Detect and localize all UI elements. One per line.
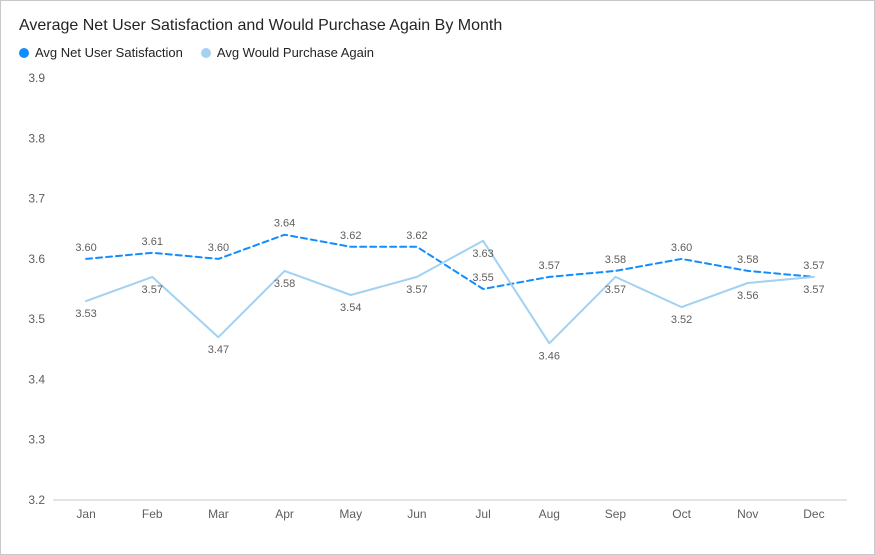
x-tick-label: Jun: [407, 507, 426, 521]
data-label-would_purchase_again: 3.57: [605, 284, 626, 296]
data-label-would_purchase_again: 3.46: [539, 350, 560, 362]
data-label-net_user_satisfaction: 3.58: [605, 254, 626, 266]
data-label-net_user_satisfaction: 3.58: [737, 254, 758, 266]
y-tick-label: 3.2: [28, 493, 45, 507]
data-label-net_user_satisfaction: 3.57: [539, 260, 560, 272]
data-label-net_user_satisfaction: 3.64: [274, 218, 295, 230]
x-tick-label: Apr: [275, 507, 294, 521]
data-label-would_purchase_again: 3.57: [142, 284, 163, 296]
y-tick-label: 3.3: [28, 433, 45, 447]
data-label-would_purchase_again: 3.57: [406, 284, 427, 296]
data-label-would_purchase_again: 3.57: [803, 284, 824, 296]
data-label-net_user_satisfaction: 3.60: [75, 242, 96, 254]
chart-svg: 3.2 3.3 3.4 3.5 3.6 3.7 3.8 3.9 Jan Feb Mar Apr May J…: [19, 68, 857, 528]
data-label-net_user_satisfaction: 3.60: [671, 242, 692, 254]
chart-title: Average Net User Satisfaction and Would …: [19, 17, 856, 35]
data-label-would_purchase_again: 3.63: [472, 248, 493, 260]
data-label-net_user_satisfaction: 3.62: [406, 230, 427, 242]
y-tick-label: 3.4: [28, 372, 45, 386]
x-tick-label: Mar: [208, 507, 229, 521]
x-tick-label: May: [339, 507, 362, 521]
data-label-would_purchase_again: 3.58: [274, 278, 295, 290]
x-tick-label: Jul: [475, 507, 490, 521]
y-tick-label: 3.9: [28, 71, 45, 85]
x-tick-label: Nov: [737, 507, 758, 521]
chart-container: Average Net User Satisfaction and Would …: [0, 0, 875, 555]
x-tick-label: Oct: [672, 507, 691, 521]
x-tick-label: Sep: [605, 507, 627, 521]
chart-legend: Avg Net User Satisfaction Avg Would Purch…: [19, 45, 856, 60]
data-label-net_user_satisfaction: 3.61: [142, 236, 163, 248]
data-label-would_purchase_again: 3.56: [737, 290, 758, 302]
legend-item-would_purchase_again[interactable]: Avg Would Purchase Again: [201, 45, 374, 60]
x-tick-label: Jan: [76, 507, 95, 521]
data-label-would_purchase_again: 3.54: [340, 302, 361, 314]
legend-marker: [19, 48, 29, 58]
y-tick-label: 3.7: [28, 192, 45, 206]
data-label-net_user_satisfaction: 3.62: [340, 230, 361, 242]
data-label-would_purchase_again: 3.52: [671, 314, 692, 326]
legend-label: Avg Net User Satisfaction: [35, 45, 183, 60]
legend-marker: [201, 48, 211, 58]
x-tick-label: Feb: [142, 507, 163, 521]
legend-label: Avg Would Purchase Again: [217, 45, 374, 60]
data-label-net_user_satisfaction: 3.57: [803, 260, 824, 272]
y-tick-label: 3.8: [28, 131, 45, 145]
chart-plot-area: 3.2 3.3 3.4 3.5 3.6 3.7 3.8 3.9 Jan Feb Mar Apr May J…: [19, 68, 856, 529]
data-label-would_purchase_again: 3.47: [208, 344, 229, 356]
x-tick-label: Dec: [803, 507, 824, 521]
y-tick-label: 3.6: [28, 252, 45, 266]
data-label-net_user_satisfaction: 3.55: [472, 272, 493, 284]
legend-item-net_user_satisfaction[interactable]: Avg Net User Satisfaction: [19, 45, 183, 60]
series-line-net_user_satisfaction: [86, 235, 814, 289]
y-tick-label: 3.5: [28, 312, 45, 326]
data-label-would_purchase_again: 3.53: [75, 308, 96, 320]
x-tick-label: Aug: [539, 507, 560, 521]
data-label-net_user_satisfaction: 3.60: [208, 242, 229, 254]
